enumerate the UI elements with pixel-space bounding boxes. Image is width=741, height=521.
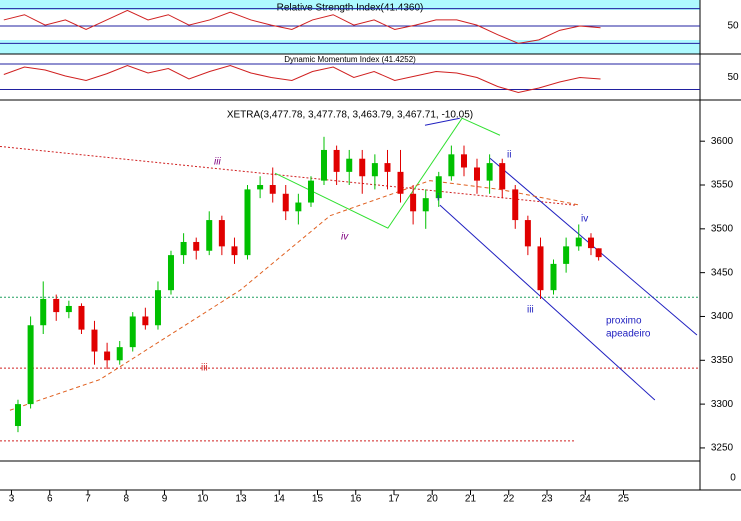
candle-body xyxy=(282,193,289,212)
y-tick-label: 3400 xyxy=(711,311,734,322)
candle-body xyxy=(397,171,404,194)
annotation: iii xyxy=(201,363,208,374)
x-tick-label: 7 xyxy=(85,494,91,505)
x-tick-label: 10 xyxy=(197,494,209,505)
candle-body xyxy=(307,180,314,203)
candle-body xyxy=(448,154,455,177)
x-tick-label: 23 xyxy=(541,494,553,505)
candle-body xyxy=(550,263,557,291)
candle-body xyxy=(78,305,85,330)
chart-title: XETRA(3,477.78, 3,477.78, 3,463.79, 3,46… xyxy=(227,110,473,121)
candle-body xyxy=(371,163,378,177)
annotation: apeadeiro xyxy=(606,329,651,340)
x-tick-label: 14 xyxy=(274,494,286,505)
annotation: ii xyxy=(507,150,511,161)
candle-body xyxy=(587,237,594,249)
x-tick-label: 24 xyxy=(580,494,592,505)
annotation: proximo xyxy=(606,316,642,327)
candle-body xyxy=(193,241,200,251)
candle-body xyxy=(180,241,187,256)
candle-body xyxy=(154,290,161,326)
candle-body xyxy=(104,351,111,361)
indicator-line xyxy=(3,64,601,94)
candle-body xyxy=(206,220,213,251)
indicator-tick-label: 50 xyxy=(727,21,739,32)
annotation: iii xyxy=(214,157,221,168)
candle-body xyxy=(563,246,570,264)
candle-body xyxy=(320,149,327,181)
x-tick-label: 3 xyxy=(9,494,15,505)
candle-body xyxy=(40,298,47,326)
candle-body xyxy=(486,163,493,181)
candle-body xyxy=(27,325,34,405)
y-tick-label: 3600 xyxy=(711,136,734,147)
candle-body xyxy=(473,167,480,181)
candle-body xyxy=(512,189,519,221)
candle-body xyxy=(116,347,123,361)
trendline xyxy=(424,117,460,126)
y-tick-label: 3350 xyxy=(711,355,734,366)
x-tick-label: 8 xyxy=(123,494,129,505)
candle-body xyxy=(333,149,340,172)
annotation: iv xyxy=(581,214,588,225)
x-tick-label: 22 xyxy=(503,494,515,505)
candle-body xyxy=(410,193,417,212)
indicator-tick-label: 50 xyxy=(727,72,739,83)
y-tick-label: 3300 xyxy=(711,399,734,410)
x-tick-label: 25 xyxy=(618,494,630,505)
candle-body xyxy=(359,158,366,177)
rsi-band xyxy=(0,40,700,54)
annotation: iv xyxy=(341,232,349,243)
annotation: iii xyxy=(527,305,534,316)
volume-axis-label: 0 xyxy=(730,473,736,484)
candle-body xyxy=(435,176,442,199)
x-tick-label: 15 xyxy=(312,494,324,505)
candle-body xyxy=(460,154,467,168)
moving-average xyxy=(9,180,580,411)
y-tick-label: 3550 xyxy=(711,180,734,191)
x-tick-label: 13 xyxy=(235,494,247,505)
indicator-title: Relative Strength Index(41.4360) xyxy=(277,3,424,14)
candle-body xyxy=(422,198,429,212)
candle-body xyxy=(295,202,302,212)
candle-body xyxy=(129,316,136,348)
indicator-title: Dynamic Momentum Index (41.4252) xyxy=(284,55,416,64)
candle-body xyxy=(524,220,531,247)
y-tick-label: 3450 xyxy=(711,267,734,278)
candle-body xyxy=(142,316,149,326)
candle-body xyxy=(53,298,60,313)
candle-body xyxy=(14,404,21,427)
rsi-band xyxy=(0,0,700,10)
candle-body xyxy=(91,329,98,352)
x-tick-label: 17 xyxy=(388,494,400,505)
y-tick-label: 3500 xyxy=(711,223,734,234)
candle-body xyxy=(269,185,276,194)
candle-body xyxy=(218,220,225,247)
candle-body xyxy=(346,158,353,172)
candle-body xyxy=(537,246,544,291)
candle-body xyxy=(65,305,72,313)
candle-body xyxy=(167,255,174,291)
x-tick-label: 9 xyxy=(162,494,168,505)
trendline xyxy=(274,117,501,229)
trendline xyxy=(439,204,656,401)
y-tick-label: 3250 xyxy=(711,443,734,454)
x-tick-label: 6 xyxy=(47,494,53,505)
trendline xyxy=(0,145,575,206)
x-tick-label: 21 xyxy=(465,494,477,505)
candle-body xyxy=(231,246,238,256)
candle-body xyxy=(384,163,391,172)
candle-body xyxy=(257,185,264,190)
x-tick-label: 20 xyxy=(427,494,439,505)
candle-body xyxy=(595,248,602,258)
indicator-line xyxy=(3,9,601,44)
candle-body xyxy=(575,237,582,247)
annotation: i xyxy=(437,193,439,204)
candle-body xyxy=(244,189,251,256)
x-tick-label: 16 xyxy=(350,494,362,505)
candle-body xyxy=(499,163,506,190)
